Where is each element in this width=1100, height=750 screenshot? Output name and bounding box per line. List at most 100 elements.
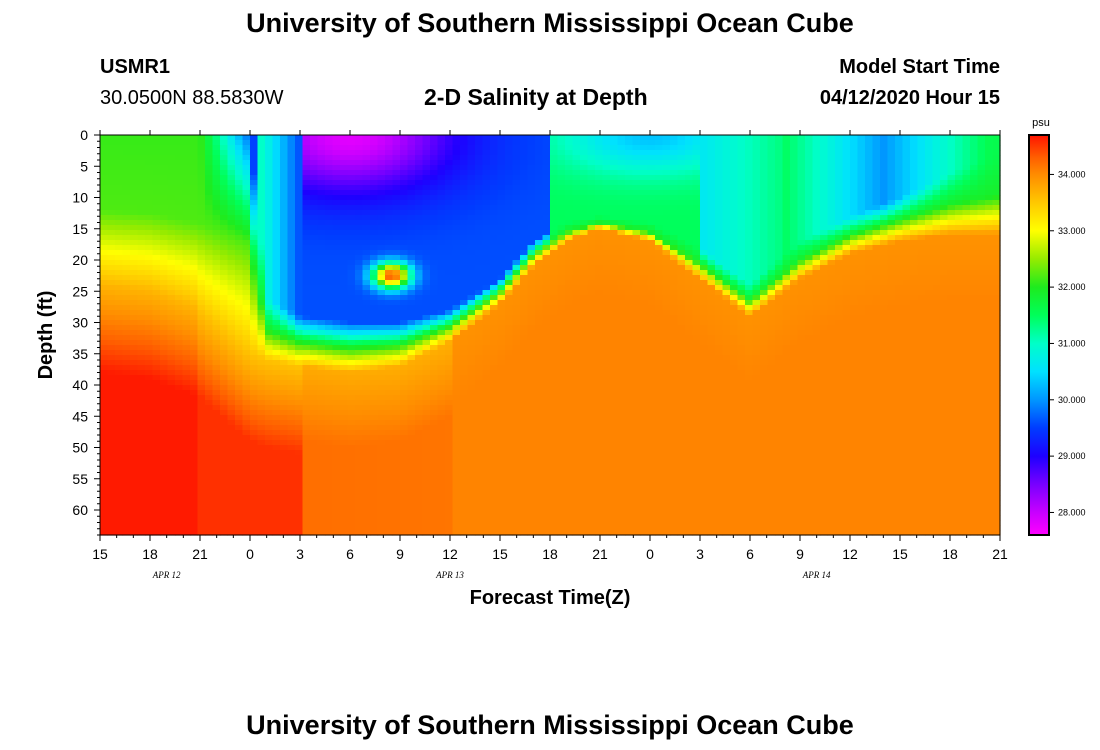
- heatmap-cell: [527, 365, 536, 371]
- heatmap-cell: [497, 445, 506, 451]
- heatmap-cell: [257, 450, 266, 456]
- heatmap-cell: [152, 190, 161, 196]
- heatmap-cell: [287, 215, 296, 221]
- heatmap-cell: [317, 240, 326, 246]
- heatmap-cell: [175, 205, 184, 211]
- heatmap-cell: [182, 345, 191, 351]
- heatmap-cell: [265, 345, 274, 351]
- heatmap-cell: [415, 335, 424, 341]
- heatmap-cell: [392, 295, 401, 301]
- heatmap-cell: [452, 225, 461, 231]
- heatmap-cell: [257, 390, 266, 396]
- heatmap-cell: [310, 340, 319, 346]
- heatmap-cell: [332, 510, 341, 516]
- heatmap-cell: [467, 330, 476, 336]
- heatmap-cell: [250, 530, 259, 536]
- heatmap-cell: [122, 135, 131, 141]
- heatmap-cell: [265, 210, 274, 216]
- heatmap-cell: [542, 395, 551, 401]
- heatmap-cell: [497, 135, 506, 141]
- heatmap-cell: [115, 405, 124, 411]
- heatmap-cell: [482, 215, 491, 221]
- heatmap-cell: [445, 425, 454, 431]
- heatmap-cell: [257, 465, 266, 471]
- heatmap-cell: [280, 430, 289, 436]
- heatmap-cell: [460, 300, 469, 306]
- heatmap-cell: [415, 345, 424, 351]
- heatmap-cell: [355, 405, 364, 411]
- heatmap-cell: [280, 355, 289, 361]
- heatmap-cell: [190, 450, 199, 456]
- heatmap-cell: [475, 375, 484, 381]
- heatmap-cell: [475, 170, 484, 176]
- heatmap-cell: [347, 465, 356, 471]
- heatmap-cell: [550, 310, 559, 316]
- heatmap-cell: [280, 445, 289, 451]
- heatmap-cell: [295, 315, 304, 321]
- heatmap-cell: [257, 420, 266, 426]
- heatmap-cell: [137, 400, 146, 406]
- heatmap-cell: [362, 200, 371, 206]
- heatmap-cell: [310, 520, 319, 526]
- heatmap-cell: [550, 315, 559, 321]
- heatmap-cell: [557, 210, 566, 216]
- heatmap-cell: [242, 480, 251, 486]
- heatmap-cell: [182, 175, 191, 181]
- heatmap-cell: [527, 510, 536, 516]
- heatmap-cell: [137, 475, 146, 481]
- heatmap-cell: [550, 370, 559, 376]
- heatmap-cell: [475, 425, 484, 431]
- heatmap-cell: [362, 175, 371, 181]
- heatmap-cell: [520, 460, 529, 466]
- heatmap-cell: [197, 295, 206, 301]
- heatmap-cell: [235, 380, 244, 386]
- heatmap-cell: [475, 500, 484, 506]
- heatmap-cell: [340, 305, 349, 311]
- heatmap-cell: [497, 225, 506, 231]
- heatmap-cell: [385, 175, 394, 181]
- heatmap-cell: [167, 370, 176, 376]
- heatmap-cell: [212, 530, 221, 536]
- heatmap-cell: [475, 195, 484, 201]
- heatmap-cell: [422, 270, 431, 276]
- heatmap-cell: [445, 450, 454, 456]
- heatmap-cell: [347, 320, 356, 326]
- heatmap-cell: [445, 175, 454, 181]
- heatmap-cell: [137, 200, 146, 206]
- heatmap-cell: [175, 510, 184, 516]
- heatmap-cell: [107, 420, 116, 426]
- heatmap-cell: [175, 380, 184, 386]
- heatmap-cell: [190, 165, 199, 171]
- heatmap-cell: [115, 280, 124, 286]
- heatmap-cell: [212, 295, 221, 301]
- heatmap-cell: [212, 445, 221, 451]
- heatmap-cell: [122, 485, 131, 491]
- heatmap-cell: [407, 290, 416, 296]
- heatmap-cell: [467, 195, 476, 201]
- heatmap-cell: [220, 525, 229, 531]
- heatmap-cell: [122, 365, 131, 371]
- heatmap-cell: [505, 485, 514, 491]
- heatmap-cell: [475, 330, 484, 336]
- heatmap-cell: [475, 210, 484, 216]
- heatmap-cell: [220, 515, 229, 521]
- heatmap-cell: [535, 255, 544, 261]
- heatmap-cell: [385, 145, 394, 151]
- heatmap-cell: [130, 425, 139, 431]
- heatmap-cell: [550, 180, 559, 186]
- heatmap-cell: [257, 165, 266, 171]
- heatmap-cell: [460, 345, 469, 351]
- heatmap-cell: [310, 145, 319, 151]
- heatmap-cell: [497, 320, 506, 326]
- heatmap-cell: [467, 400, 476, 406]
- heatmap-cell: [107, 215, 116, 221]
- heatmap-cell: [452, 470, 461, 476]
- heatmap-cell: [385, 270, 394, 276]
- heatmap-cell: [317, 385, 326, 391]
- heatmap-cell: [437, 380, 446, 386]
- heatmap-cell: [107, 285, 116, 291]
- heatmap-cell: [115, 470, 124, 476]
- heatmap-cell: [197, 515, 206, 521]
- heatmap-cell: [280, 270, 289, 276]
- heatmap-cell: [182, 365, 191, 371]
